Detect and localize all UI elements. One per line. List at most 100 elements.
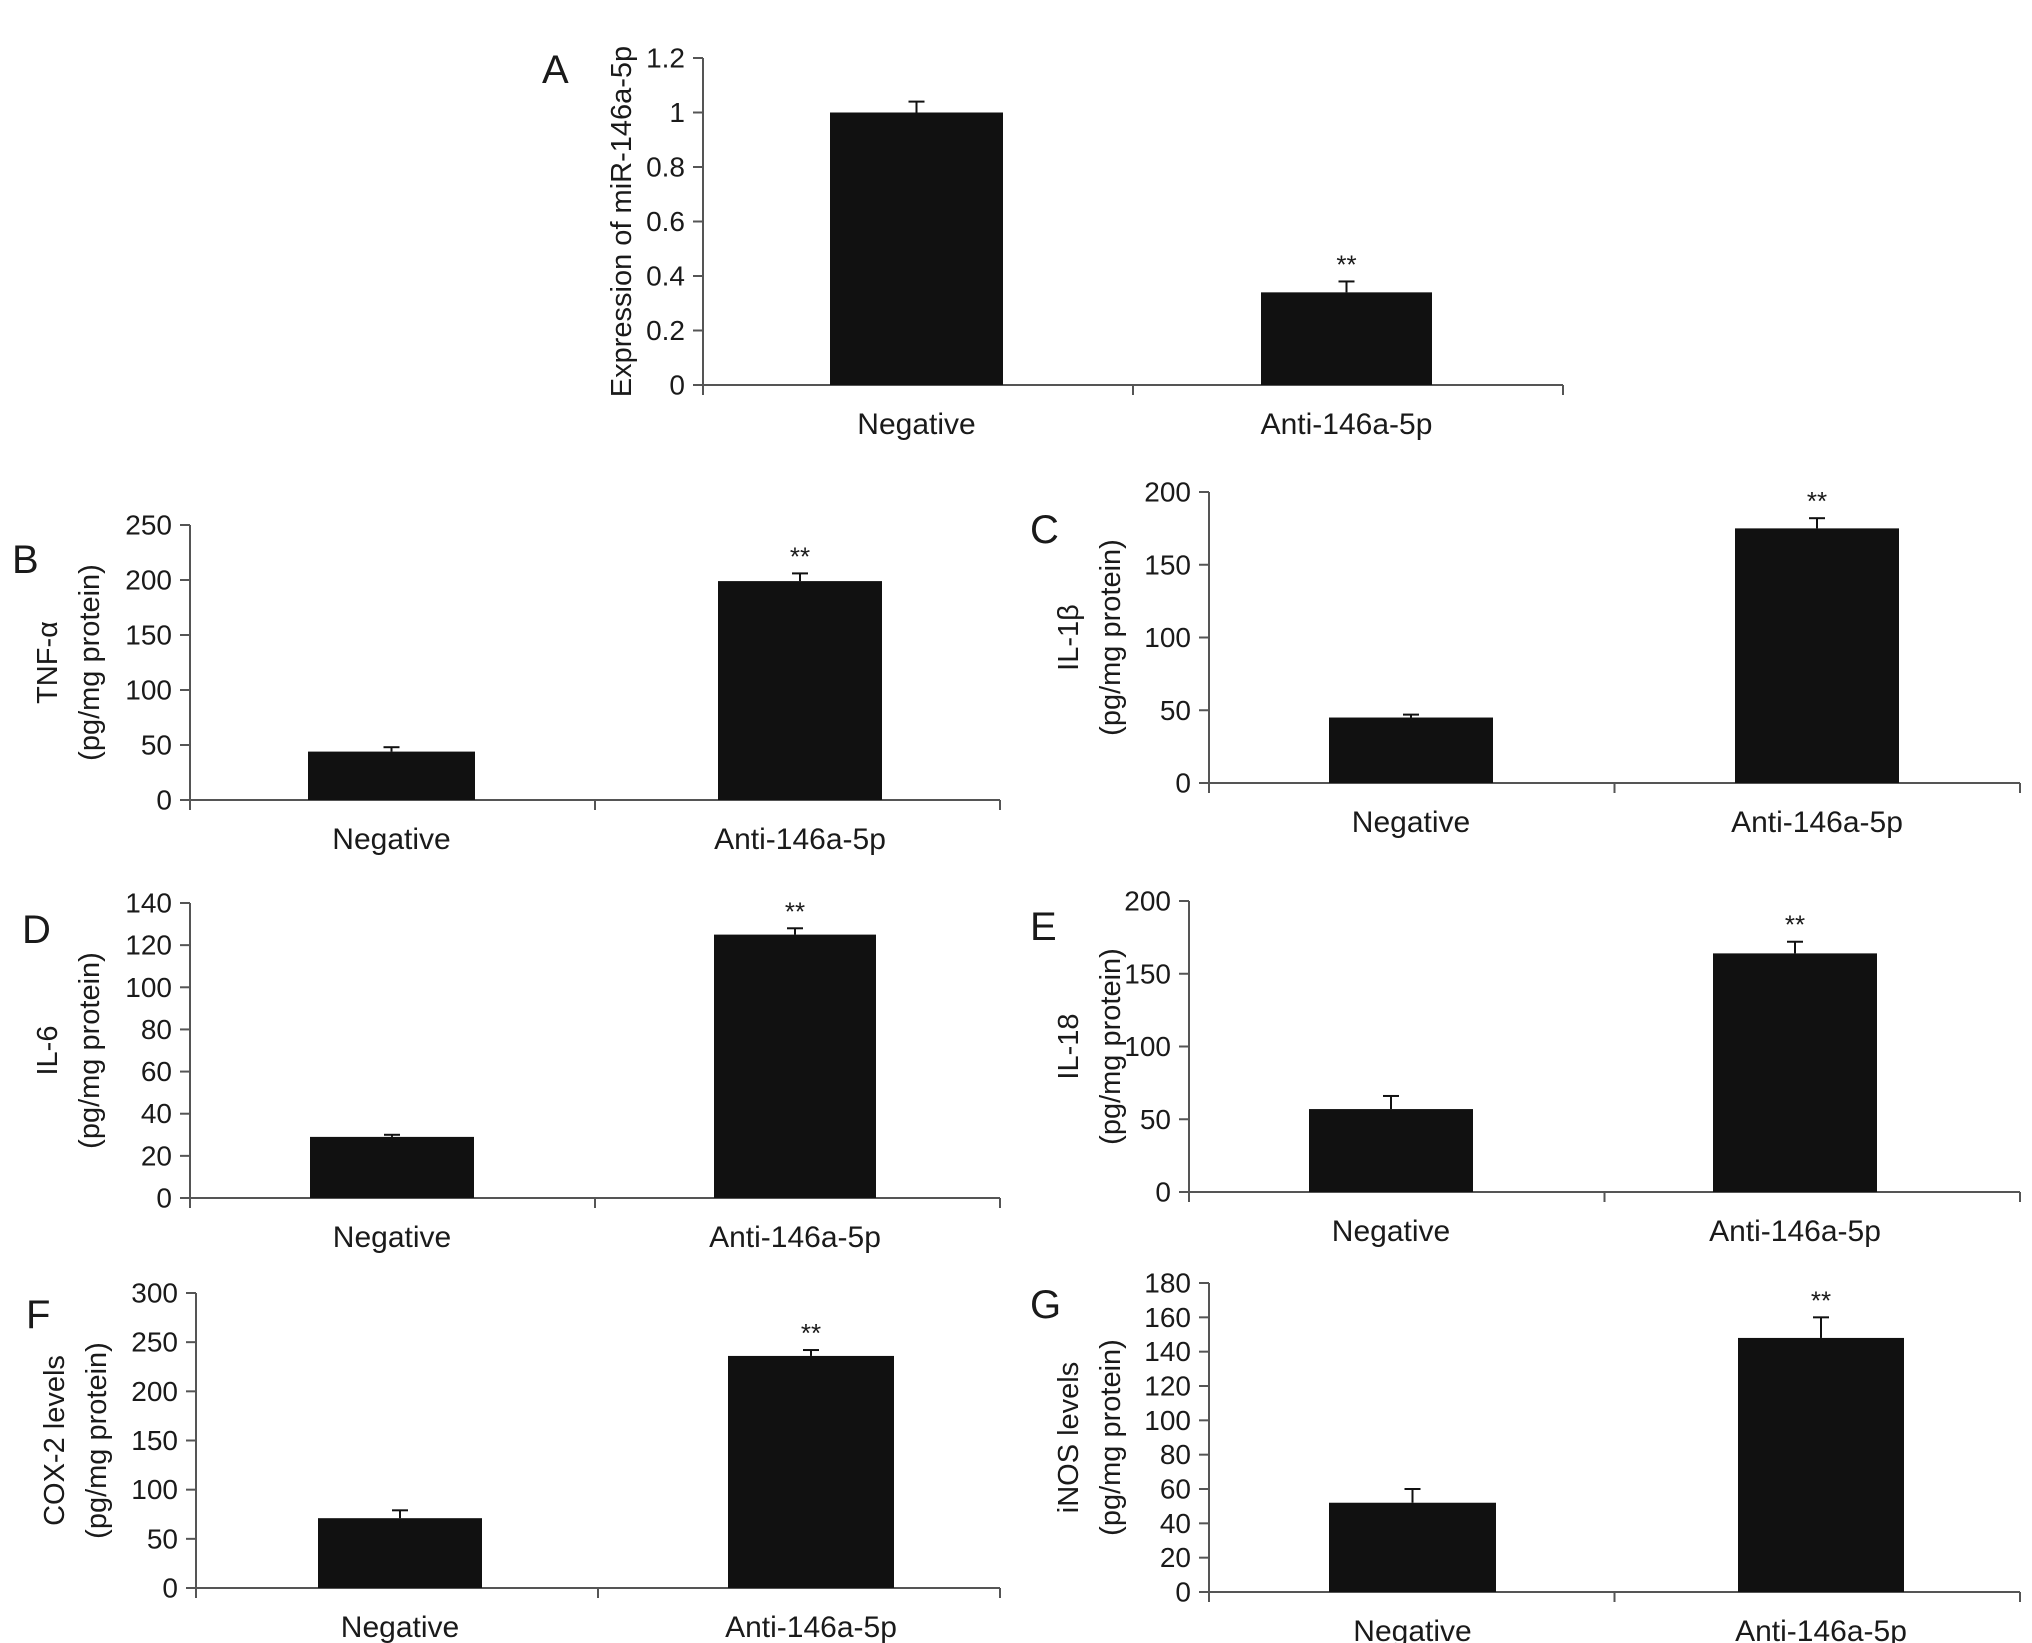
y-tick-label-g-1: 20 [1160,1542,1191,1573]
panel-letter-c: C [1030,508,1059,552]
y-tick-label-d-7: 140 [125,888,172,919]
panel-letter-d: D [22,908,51,952]
y-tick-label-g-0: 0 [1175,1577,1191,1608]
y-axis-label-e-0: IL-18 [1053,1013,1085,1079]
y-axis-label-f-0: COX-2 levels [39,1355,71,1526]
y-tick-label-b-5: 250 [125,510,172,541]
y-tick-label-g-9: 180 [1144,1268,1191,1299]
bar-a-0 [830,112,1003,385]
y-axis-label-a-0: Expression of miR-146a-5p [606,46,638,397]
y-tick-label-a-4: 0.8 [646,152,685,183]
y-tick-label-c-3: 150 [1144,549,1191,580]
panel-letter-a: A [542,48,569,92]
bar-e-1 [1713,953,1877,1192]
bar-a-1 [1261,292,1432,385]
bar-c-1 [1735,528,1899,783]
panel-a: A 0 0.2 0.4 0.6 0.8 1 1.2 Negative Anti-146a-5p **… [542,43,1564,441]
category-label-g-0: Negative [1353,1615,1471,1643]
panel-e: E 0 50 100 150 200 Negative Anti-146a-5p ** IL-18… [1030,886,2021,1248]
y-tick-label-e-0: 0 [1155,1177,1171,1208]
y-tick-label-g-2: 40 [1160,1508,1191,1539]
y-tick-label-d-5: 100 [125,972,172,1003]
category-label-b-0: Negative [332,823,450,856]
y-tick-label-c-1: 50 [1160,695,1191,726]
significance-label-b-1: ** [790,541,810,571]
y-tick-label-d-1: 20 [141,1140,172,1171]
y-tick-label-d-2: 40 [141,1098,172,1129]
category-label-a-0: Negative [857,408,975,441]
panel-d: D 0 20 40 60 80 100 120 140 Negative Anti-146a-5p *… [22,888,1001,1254]
y-tick-label-b-1: 50 [141,730,172,761]
significance-label-g-1: ** [1811,1285,1831,1315]
y-axis-label-e-1: (pg/mg protein) [1095,948,1127,1145]
y-tick-label-g-7: 140 [1144,1336,1191,1367]
y-axis-label-c-1: (pg/mg protein) [1095,539,1127,736]
category-label-e-1: Anti-146a-5p [1709,1215,1881,1248]
bar-g-1 [1738,1337,1904,1592]
y-tick-label-a-6: 1.2 [646,43,685,74]
significance-label-c-1: ** [1807,486,1827,516]
category-label-f-1: Anti-146a-5p [725,1611,897,1643]
category-label-g-1: Anti-146a-5p [1735,1615,1907,1643]
y-tick-label-f-5: 250 [131,1327,178,1358]
y-tick-label-e-4: 200 [1124,886,1171,917]
y-tick-label-d-0: 0 [156,1183,172,1214]
category-label-d-1: Anti-146a-5p [709,1221,881,1254]
significance-label-d-1: ** [785,896,805,926]
y-axis-label-c-0: IL-1β [1053,604,1085,671]
y-axis-label-b-0: TNF-α [32,621,64,704]
y-axis-label-g-0: iNOS levels [1053,1362,1085,1514]
bar-b-0 [308,751,475,800]
panel-letter-e: E [1030,905,1057,949]
y-tick-label-g-5: 100 [1144,1405,1191,1436]
y-tick-label-e-3: 150 [1124,958,1171,989]
y-tick-label-c-0: 0 [1175,768,1191,799]
y-tick-label-g-6: 120 [1144,1371,1191,1402]
y-tick-label-f-3: 150 [131,1425,178,1456]
bar-b-1 [718,581,882,800]
category-label-d-0: Negative [333,1221,451,1254]
y-tick-label-f-4: 200 [131,1376,178,1407]
category-label-b-1: Anti-146a-5p [714,823,886,856]
y-axis-label-b-1: (pg/mg protein) [74,564,106,761]
bar-d-1 [714,934,876,1198]
bar-d-0 [310,1136,474,1198]
y-tick-label-e-1: 50 [1140,1104,1171,1135]
significance-label-f-1: ** [801,1318,821,1348]
y-tick-label-d-3: 60 [141,1056,172,1087]
category-label-c-0: Negative [1352,806,1470,839]
bar-e-0 [1309,1109,1473,1192]
panel-letter-g: G [1030,1283,1061,1327]
y-tick-label-f-1: 50 [147,1523,178,1554]
category-label-e-0: Negative [1332,1215,1450,1248]
y-tick-label-b-3: 150 [125,620,172,651]
bar-f-1 [728,1355,894,1588]
y-tick-label-a-1: 0.2 [646,315,685,346]
y-axis-label-f-1: (pg/mg protein) [81,1342,113,1539]
y-tick-label-a-5: 1 [669,97,685,128]
y-tick-label-d-6: 120 [125,930,172,961]
panel-letter-f: F [26,1293,50,1337]
y-tick-label-a-0: 0 [669,370,685,401]
y-tick-label-d-4: 80 [141,1014,172,1045]
y-tick-label-a-3: 0.6 [646,206,685,237]
panel-b: B 0 50 100 150 200 250 Negative Anti-146a-5p ** TN… [12,510,1001,856]
y-axis-label-d-0: IL-6 [32,1026,64,1076]
panel-f: F 0 50 100 150 200 250 300 Negative Anti-146a-5p *… [26,1278,1001,1643]
y-tick-label-f-6: 300 [131,1278,178,1309]
y-tick-label-b-2: 100 [125,675,172,706]
panel-letter-b: B [12,538,39,582]
significance-label-a-1: ** [1336,249,1356,279]
y-tick-label-g-8: 160 [1144,1302,1191,1333]
bar-g-0 [1329,1502,1496,1592]
y-tick-label-b-4: 200 [125,565,172,596]
category-label-c-1: Anti-146a-5p [1731,806,1903,839]
bar-f-0 [318,1518,482,1588]
y-axis-label-d-1: (pg/mg protein) [74,952,106,1149]
y-tick-label-f-2: 100 [131,1474,178,1505]
panel-c: C 0 50 100 150 200 Negative Anti-146a-5p ** IL-1β… [1030,477,2021,839]
y-tick-label-a-2: 0.4 [646,261,685,292]
significance-label-e-1: ** [1785,910,1805,940]
